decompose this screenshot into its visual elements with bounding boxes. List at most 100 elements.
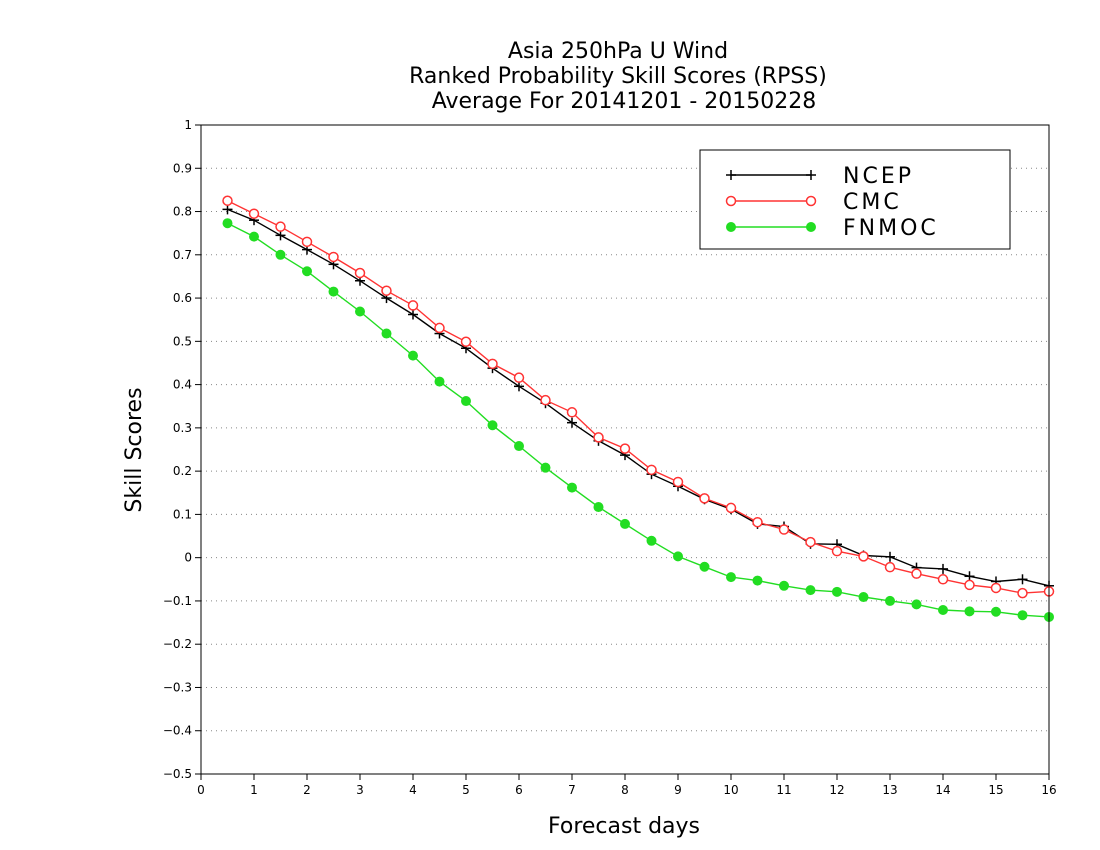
data-point-fnmoc (779, 580, 789, 591)
y-tick-label: 0.1 (173, 507, 192, 521)
data-point-cmc (937, 574, 949, 585)
series-line-fnmoc (227, 222, 1050, 618)
data-point-cmc (460, 336, 472, 348)
data-point-fnmoc (222, 218, 233, 229)
data-point-ncep (222, 204, 233, 215)
chart-title: Asia 250hPa U Wind Ranked Probability Sk… (409, 39, 827, 114)
x-tick-label: 7 (568, 783, 576, 797)
data-point-ncep (1017, 574, 1028, 585)
data-point-fnmoc (514, 441, 524, 452)
data-point-cmc (1017, 587, 1028, 599)
series-lines (222, 195, 1055, 622)
y-tick-label: 0.8 (173, 205, 192, 219)
title-line-3: Average For 20141201 - 20150228 (432, 89, 817, 114)
data-point-ncep (567, 417, 577, 428)
data-point-fnmoc (302, 266, 312, 277)
x-axis-label: Forecast days (548, 814, 700, 839)
data-point-ncep (275, 230, 286, 241)
data-point-cmc (699, 493, 710, 504)
data-point-fnmoc (593, 502, 604, 513)
x-tick-label: 1 (250, 783, 258, 797)
y-tick-label: 1 (184, 118, 192, 132)
y-tick-label: 0.3 (173, 421, 192, 435)
data-point-cmc (964, 579, 975, 591)
data-point-fnmoc (434, 376, 445, 387)
data-point-cmc (593, 432, 604, 443)
x-tick-label: 8 (621, 783, 629, 797)
data-point-cmc (911, 568, 922, 579)
data-point-cmc (858, 551, 869, 562)
data-point-ncep (408, 309, 418, 320)
data-point-cmc (487, 358, 498, 370)
data-point-cmc (407, 300, 419, 311)
data-point-fnmoc (620, 518, 630, 529)
data-point-cmc (646, 464, 657, 476)
data-point-ncep (885, 551, 895, 562)
x-tick-label: 9 (674, 783, 682, 797)
y-tick-label: −0.2 (163, 637, 192, 651)
x-tick-label: 14 (935, 783, 950, 797)
y-tick-label: −0.5 (163, 767, 192, 781)
legend-marker-fnmoc (806, 222, 816, 232)
legend-marker-fnmoc (726, 222, 736, 232)
y-tick-label: 0 (184, 551, 192, 565)
legend-marker-ncep (806, 170, 816, 180)
y-tick-label: 0.5 (173, 334, 192, 348)
series-line-ncep (227, 208, 1050, 587)
data-point-fnmoc (832, 586, 842, 597)
data-point-fnmoc (328, 286, 339, 297)
x-tick-label: 10 (723, 783, 738, 797)
x-tick-label: 16 (1041, 783, 1056, 797)
y-tick-label: 0.4 (173, 378, 192, 392)
legend-marker-ncep (726, 170, 736, 180)
series-line-cmc (227, 200, 1050, 594)
legend-label-cmc: CMC (843, 190, 902, 215)
data-point-fnmoc (461, 396, 471, 407)
legend-box (699, 149, 1011, 250)
data-point-ncep (514, 381, 524, 392)
data-point-cmc (301, 236, 313, 248)
y-tick-label: −0.3 (163, 680, 192, 694)
data-point-fnmoc (567, 482, 577, 493)
data-point-fnmoc (805, 585, 816, 596)
x-axis-ticks: 0 1 2 3 4 5 6 7 8 9 10 11 12 13 14 15 16 (197, 774, 1057, 797)
x-tick-label: 12 (829, 783, 844, 797)
data-point-cmc (222, 195, 233, 206)
data-point-cmc (566, 407, 578, 418)
x-tick-label: 0 (197, 783, 205, 797)
legend-marker-cmc (805, 195, 817, 207)
x-tick-label: 6 (515, 783, 523, 797)
series-cmc (222, 195, 1055, 599)
y-tick-label: 0.6 (173, 291, 192, 305)
x-tick-label: 13 (882, 783, 897, 797)
x-tick-label: 2 (303, 783, 311, 797)
y-axis-ticks: −0.5 −0.4 −0.3 −0.2 −0.1 0 0.1 0.2 0.3 0.4 0.5 0.6 0… (163, 118, 201, 781)
data-point-fnmoc (726, 572, 736, 583)
data-point-fnmoc (964, 606, 975, 617)
data-point-fnmoc (408, 350, 418, 361)
data-point-cmc (725, 502, 737, 514)
y-tick-label: 0.9 (173, 161, 192, 175)
data-point-cmc (990, 582, 1002, 594)
data-point-fnmoc (885, 595, 895, 606)
data-point-fnmoc (911, 599, 922, 610)
x-tick-label: 3 (356, 783, 364, 797)
data-point-fnmoc (858, 592, 869, 603)
y-tick-label: 0.2 (173, 464, 192, 478)
data-point-fnmoc (938, 605, 948, 616)
data-point-fnmoc (646, 535, 657, 546)
data-point-cmc (540, 394, 551, 406)
data-point-cmc (434, 322, 445, 334)
legend-label-fnmoc: FNMOC (843, 216, 939, 241)
y-axis-label: Skill Scores (122, 387, 147, 512)
x-tick-label: 15 (988, 783, 1003, 797)
data-point-fnmoc (1017, 610, 1028, 621)
series-fnmoc (222, 218, 1054, 622)
data-point-cmc (328, 251, 339, 263)
data-point-fnmoc (249, 231, 259, 242)
data-point-ncep (938, 563, 948, 574)
y-tick-label: −0.1 (163, 594, 192, 608)
data-point-cmc (805, 536, 816, 548)
x-tick-label: 11 (776, 783, 791, 797)
